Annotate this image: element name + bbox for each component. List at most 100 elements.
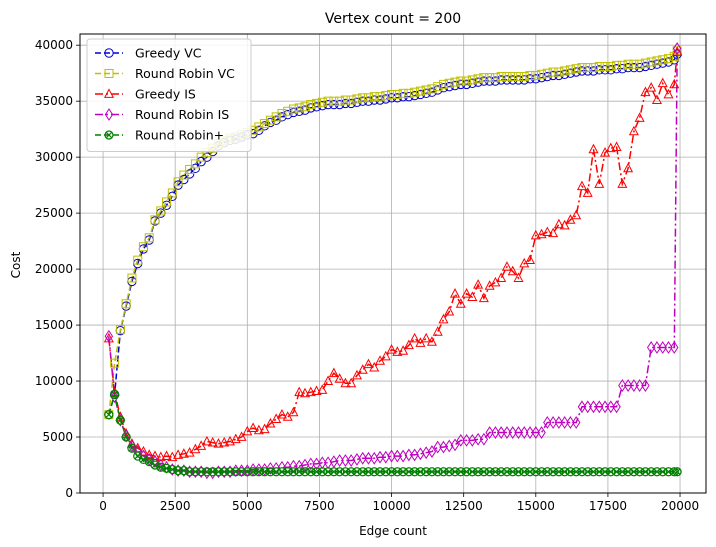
data-point xyxy=(110,389,120,400)
data-point xyxy=(651,94,662,104)
legend-item: Round Robin VC xyxy=(95,66,235,81)
data-point xyxy=(115,325,125,335)
data-point xyxy=(525,426,535,439)
data-point xyxy=(306,100,316,110)
data-point xyxy=(628,125,639,136)
data-point xyxy=(502,72,512,82)
data-point xyxy=(629,59,639,69)
legend-item: Greedy VC xyxy=(95,46,202,61)
data-point xyxy=(352,94,362,104)
data-point xyxy=(594,178,605,188)
data-point xyxy=(606,61,616,71)
data-point xyxy=(473,74,483,84)
data-point xyxy=(369,361,380,372)
data-point xyxy=(588,63,598,73)
data-point xyxy=(173,177,183,187)
data-point xyxy=(502,426,512,439)
data-point xyxy=(513,72,523,82)
data-point xyxy=(121,432,131,442)
data-point xyxy=(392,346,403,356)
data-point xyxy=(432,326,443,336)
data-point xyxy=(600,61,610,71)
chart-title: Vertex count = 200 xyxy=(325,11,461,27)
data-point xyxy=(559,219,570,230)
data-point xyxy=(576,180,587,191)
data-point xyxy=(271,112,281,122)
data-point xyxy=(294,386,305,397)
data-point xyxy=(456,433,465,447)
data-point xyxy=(605,142,616,153)
data-point xyxy=(450,77,460,87)
data-point xyxy=(612,400,621,414)
data-point xyxy=(542,226,553,237)
y-tick-label: 5000 xyxy=(42,430,73,444)
data-point xyxy=(392,89,402,99)
data-point xyxy=(266,461,275,475)
data-point xyxy=(600,400,610,414)
data-point xyxy=(156,206,166,216)
data-point xyxy=(335,96,345,106)
y-tick-label: 10000 xyxy=(35,374,73,388)
x-tick-label: 5000 xyxy=(232,499,263,513)
data-point xyxy=(611,141,622,151)
data-point xyxy=(340,95,350,105)
data-point xyxy=(543,416,552,429)
data-point xyxy=(398,345,409,355)
data-point xyxy=(496,272,507,282)
data-point xyxy=(387,449,396,463)
data-point xyxy=(548,416,558,429)
data-point xyxy=(155,451,166,462)
data-point xyxy=(571,64,581,74)
data-point xyxy=(652,341,662,354)
y-axis-label: Cost xyxy=(9,251,23,278)
data-point xyxy=(351,369,362,380)
series-points-2 xyxy=(103,46,683,462)
legend-item: Greedy IS xyxy=(95,87,196,102)
data-point xyxy=(617,60,627,70)
data-point xyxy=(467,291,478,301)
data-point xyxy=(150,215,160,225)
legend-item: Round Robin+ xyxy=(95,128,224,143)
data-point xyxy=(144,233,154,243)
data-point xyxy=(520,426,529,439)
x-tick-label: 2500 xyxy=(160,499,191,513)
data-point xyxy=(669,78,680,89)
y-tick-label: 15000 xyxy=(35,318,73,332)
data-point xyxy=(485,426,494,439)
data-point xyxy=(491,426,500,439)
data-point xyxy=(415,86,425,96)
data-point xyxy=(219,436,230,447)
data-point xyxy=(672,467,682,477)
data-point xyxy=(589,400,598,414)
data-point xyxy=(553,218,564,229)
data-point xyxy=(629,379,639,392)
data-point xyxy=(254,122,264,132)
data-point xyxy=(277,108,287,118)
data-point xyxy=(328,367,339,378)
data-point xyxy=(594,61,604,71)
data-point xyxy=(560,416,569,429)
data-point xyxy=(507,265,518,276)
data-point xyxy=(409,332,420,343)
data-point xyxy=(427,445,437,458)
data-point xyxy=(341,454,350,467)
data-point xyxy=(646,82,657,92)
series-markers xyxy=(103,42,683,480)
data-point xyxy=(612,60,622,70)
data-point xyxy=(664,341,673,354)
data-point xyxy=(623,379,633,392)
data-point xyxy=(133,255,143,265)
data-point xyxy=(404,448,414,462)
data-point xyxy=(473,279,484,289)
data-point xyxy=(571,416,581,429)
data-point xyxy=(358,93,368,103)
data-point xyxy=(110,358,120,368)
legend-label: Round Robin IS xyxy=(135,107,229,122)
y-tick-label: 25000 xyxy=(35,206,73,220)
legend-swatch-marker xyxy=(103,88,115,98)
data-point xyxy=(178,448,189,458)
data-point xyxy=(421,85,431,95)
data-point xyxy=(398,88,408,98)
data-point xyxy=(433,440,442,454)
